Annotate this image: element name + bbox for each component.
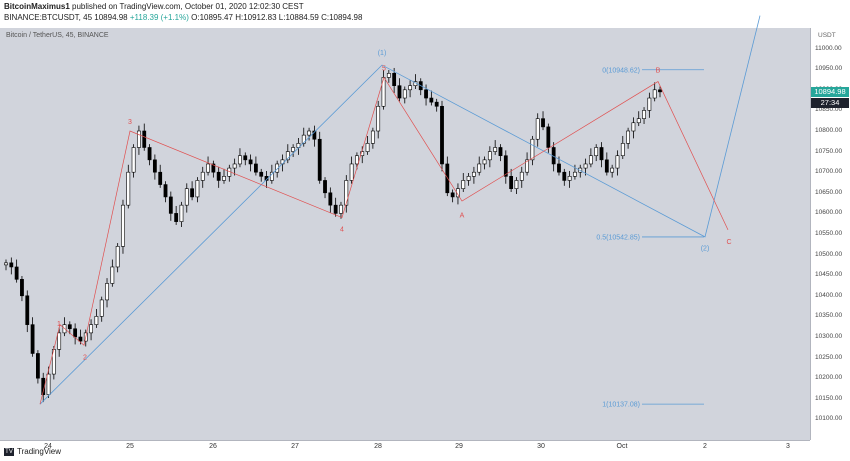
close-value: 10894.98 xyxy=(329,13,363,22)
time-tick-label: 24 xyxy=(44,443,52,450)
price-tick-label: 10650.00 xyxy=(815,188,843,196)
last-price: 10894.98 xyxy=(94,13,128,22)
high-value: 10912.83 xyxy=(243,13,277,22)
price-tick-label: 10300.00 xyxy=(815,333,843,340)
price-tick-label: 10600.00 xyxy=(815,209,843,217)
chart-title: Bitcoin / TetherUS, 45, BINANCE xyxy=(6,32,109,39)
time-tick-label: 2 xyxy=(703,443,707,450)
price-tick-label: 10750.00 xyxy=(815,147,843,155)
time-tick-label: 25 xyxy=(126,443,134,450)
price-tick-label: 10500.00 xyxy=(815,250,843,258)
open-value: 10895.47 xyxy=(199,13,233,22)
low-value: 10884.59 xyxy=(285,13,319,22)
time-tick-label: 29 xyxy=(455,443,463,450)
time-tick-label: 26 xyxy=(209,443,217,450)
price-tick-label: 10950.00 xyxy=(815,65,843,73)
price-tick-label: 10200.00 xyxy=(815,374,843,382)
published-text: published on TradingView.com, October 01… xyxy=(72,2,304,11)
author-name[interactable]: BitcoinMaximus1 xyxy=(4,2,70,11)
price-tick-label: 10400.00 xyxy=(815,291,843,299)
symbol-label: BINANCE:BTCUSDT, 45 xyxy=(4,13,93,22)
price-tick-label: 10700.00 xyxy=(815,168,843,176)
price-tick-label: 11000.00 xyxy=(815,44,842,52)
currency-label: USDT xyxy=(818,32,836,39)
time-tick-label: 30 xyxy=(537,443,545,450)
brand-name: TradingView xyxy=(17,447,62,456)
current-price-tag: 10894.98 xyxy=(811,86,849,97)
price-tick-label: 10250.00 xyxy=(815,353,843,361)
chart-plot-area[interactable] xyxy=(0,28,810,440)
ohlc-line: BINANCE:BTCUSDT, 45 10894.98 +118.39 (+1… xyxy=(4,13,362,22)
time-tick-label: 27 xyxy=(291,443,299,450)
price-change: +118.39 (+1.1%) xyxy=(129,13,189,22)
time-axis[interactable] xyxy=(0,440,810,453)
tradingview-logo-icon: TV xyxy=(4,447,14,456)
time-tick-label: 28 xyxy=(374,443,382,450)
price-tick-label: 10800.00 xyxy=(815,127,843,134)
time-tick-label: Oct xyxy=(616,443,628,450)
open-label: O: xyxy=(191,13,200,22)
price-tick-label: 10850.00 xyxy=(815,106,843,114)
close-label: C: xyxy=(321,13,330,22)
chart-header: BitcoinMaximus1 published on TradingView… xyxy=(0,0,850,28)
time-tick-label: 3 xyxy=(786,443,790,450)
price-tick-label: 10150.00 xyxy=(815,394,843,402)
high-label: H: xyxy=(235,13,244,22)
price-tick-label: 10450.00 xyxy=(815,271,843,279)
price-tick-label: 10550.00 xyxy=(815,230,843,237)
price-tick-label: 10350.00 xyxy=(815,312,843,320)
bar-countdown-tag: 27:34 xyxy=(811,97,849,108)
price-tick-label: 10100.00 xyxy=(815,415,843,423)
publish-info: BitcoinMaximus1 published on TradingView… xyxy=(4,2,304,11)
tradingview-brand[interactable]: TV TradingView xyxy=(4,447,61,456)
